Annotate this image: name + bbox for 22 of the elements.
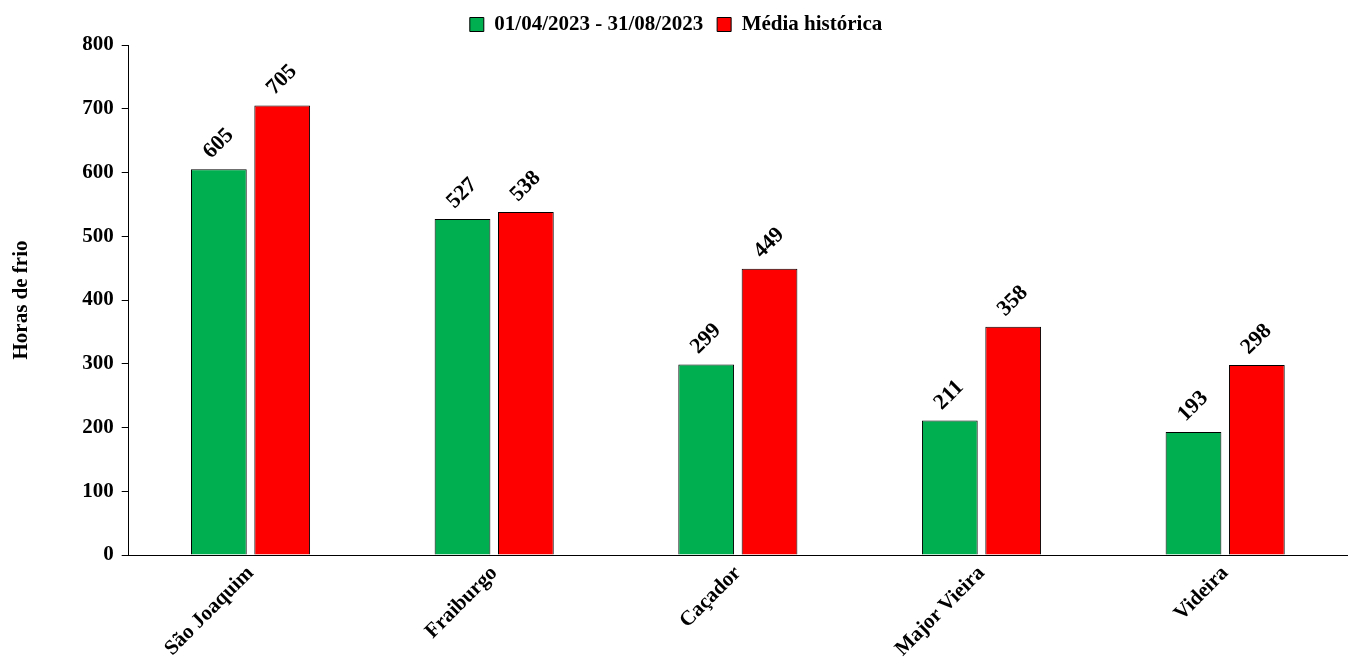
y-tick-label: 600 <box>82 158 114 183</box>
data-label: 705 <box>260 58 302 100</box>
y-tick-label: 0 <box>103 541 114 566</box>
y-tick-label: 400 <box>82 286 114 311</box>
y-tick-label: 300 <box>82 350 114 375</box>
data-label: 299 <box>684 316 726 358</box>
data-label: 298 <box>1234 317 1276 359</box>
y-axis-title: Horas de frio <box>8 240 33 360</box>
data-label: 527 <box>440 171 482 213</box>
y-tick-label: 100 <box>82 477 114 502</box>
data-label: 358 <box>991 279 1033 321</box>
legend-label: 01/04/2023 - 31/08/2023 <box>494 10 704 35</box>
y-tick-label: 800 <box>82 31 114 56</box>
data-label: 211 <box>927 373 968 415</box>
y-tick-label: 700 <box>82 95 114 120</box>
data-label: 449 <box>747 221 789 263</box>
y-tick-label: 200 <box>82 413 114 438</box>
legend-label: Média histórica <box>741 10 883 35</box>
data-label: 193 <box>1171 384 1213 426</box>
y-tick-label: 500 <box>82 222 114 247</box>
data-label: 538 <box>503 164 545 206</box>
data-label: 605 <box>196 121 238 163</box>
